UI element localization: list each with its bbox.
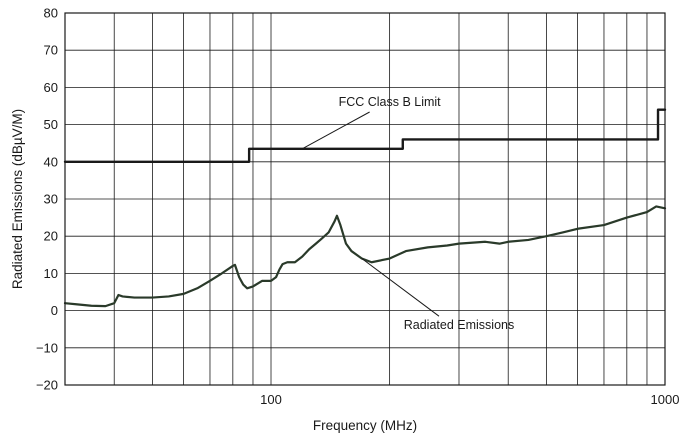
plot-area-border bbox=[64, 12, 666, 386]
annotation-label: FCC Class B Limit bbox=[339, 95, 442, 109]
y-axis-title: Radiated Emissions (dBµV/M) bbox=[10, 109, 25, 289]
fcc-limit-line bbox=[63, 108, 667, 163]
radiated-emissions-line bbox=[63, 205, 667, 308]
series-group bbox=[63, 108, 667, 308]
x-tick-labels: 100 1000 bbox=[260, 392, 679, 407]
y-tick-label: 20 bbox=[44, 229, 58, 244]
y-tick-label: −20 bbox=[36, 378, 58, 393]
y-tick-label: 80 bbox=[44, 6, 58, 21]
annotations: FCC Class B Limit Radiated Emissions bbox=[301, 95, 514, 332]
y-tick-label: 50 bbox=[44, 117, 58, 132]
y-tick-label: 0 bbox=[51, 303, 58, 318]
grid bbox=[65, 12, 665, 386]
annotation-label: Radiated Emissions bbox=[404, 318, 514, 332]
y-tick-label: 40 bbox=[44, 154, 58, 169]
y-tick-label: −10 bbox=[36, 340, 58, 355]
x-tick-label: 1000 bbox=[651, 392, 680, 407]
y-tick-label: 30 bbox=[44, 192, 58, 207]
y-tick-label: 70 bbox=[44, 43, 58, 58]
y-tick-labels: −20 −10 0 10 20 30 40 50 60 70 80 bbox=[36, 6, 58, 393]
y-tick-label: 10 bbox=[44, 266, 58, 281]
annotation-leader bbox=[301, 111, 370, 150]
annotation-leader bbox=[361, 258, 440, 317]
x-axis-title: Frequency (MHz) bbox=[313, 418, 417, 433]
y-tick-label: 60 bbox=[44, 80, 58, 95]
x-tick-label: 100 bbox=[260, 392, 282, 407]
